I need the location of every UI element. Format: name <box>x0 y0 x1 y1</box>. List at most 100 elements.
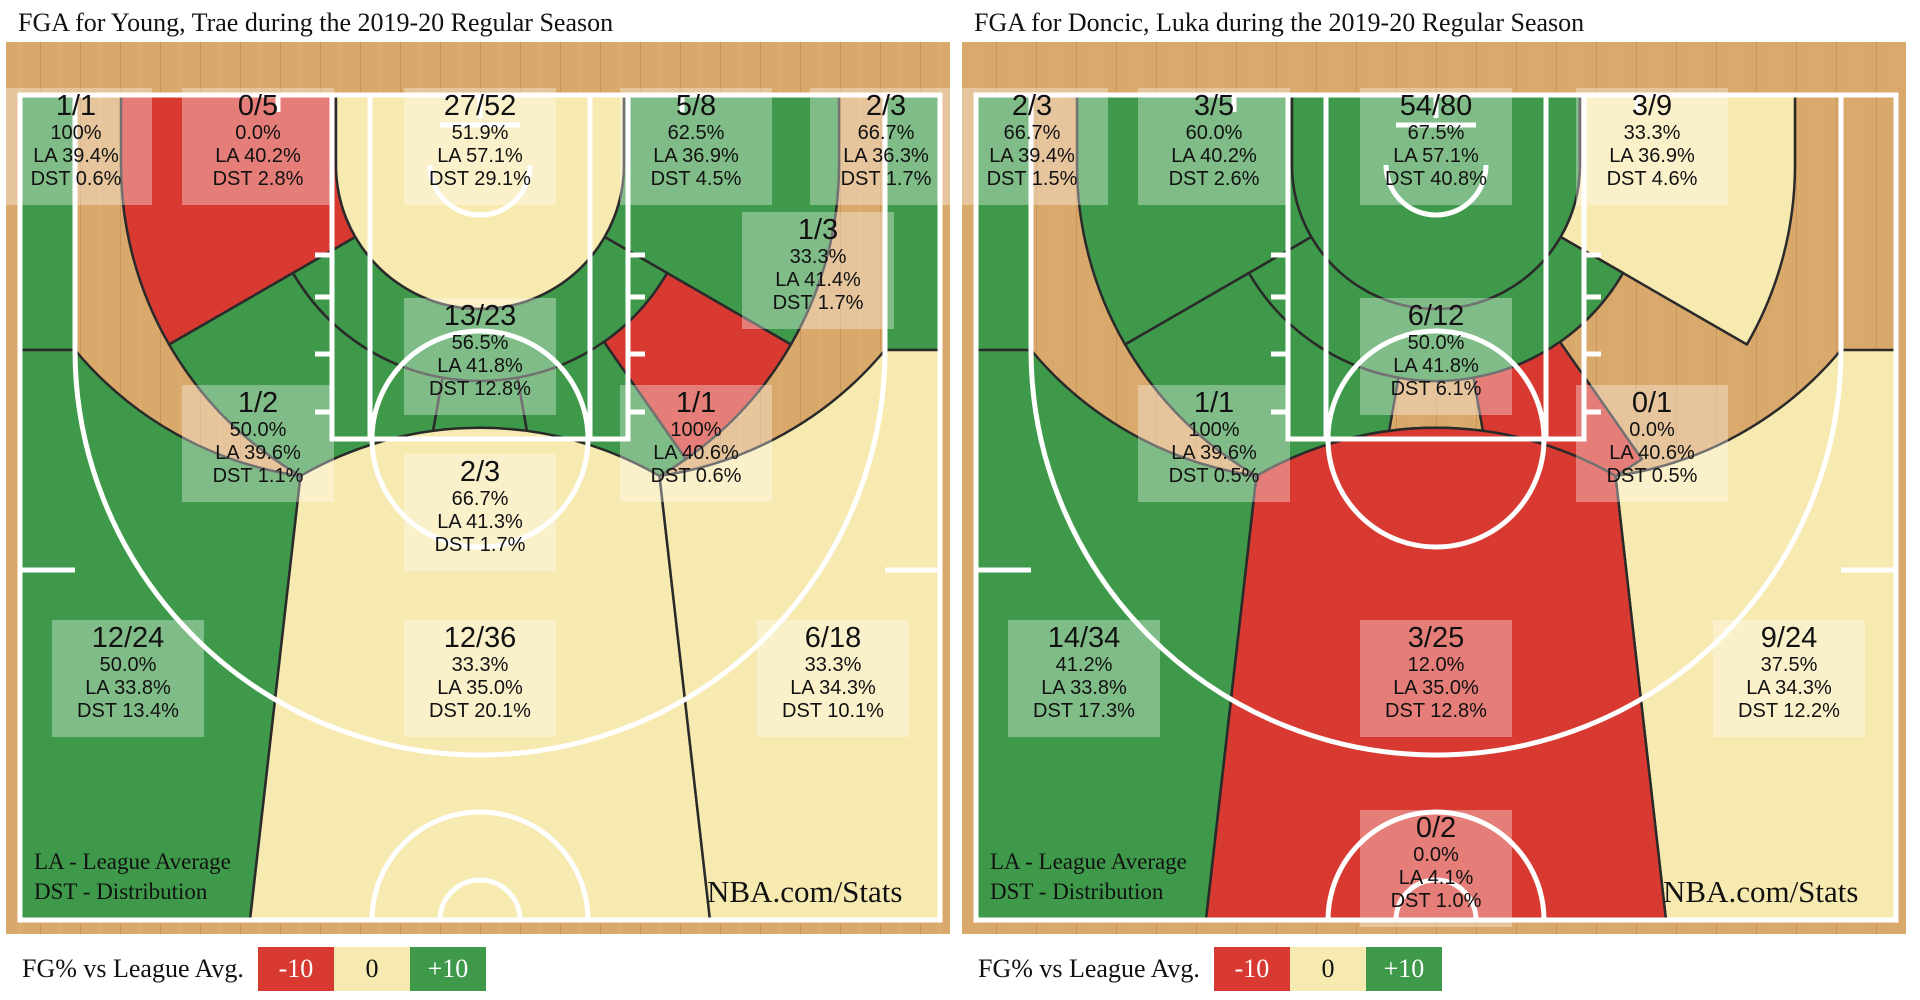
zone-distribution: DST 20.1% <box>429 700 531 722</box>
scale-high: +10 <box>1365 947 1442 991</box>
zone-league-avg: LA 33.8% <box>85 677 171 699</box>
zone-label-left-corner-three: 1/1 100% LA 39.4% DST 0.6% <box>0 88 152 205</box>
zone-label-top-three: 3/25 12.0% LA 35.0% DST 12.8% <box>1360 620 1512 737</box>
color-scale: FG% vs League Avg. -10 0 +10 <box>22 944 486 994</box>
zone-fg-pct: 50.0% <box>99 654 157 676</box>
scale-label: FG% vs League Avg. <box>22 954 244 983</box>
zone-distribution: DST 12.8% <box>429 378 531 400</box>
zone-distribution: DST 2.8% <box>212 168 304 190</box>
zone-fg-pct: 33.3% <box>1623 122 1681 144</box>
zone-fg-pct: 100% <box>670 419 722 441</box>
zone-fg-pct: 33.3% <box>789 246 847 268</box>
zone-label-top-three: 12/36 33.3% LA 35.0% DST 20.1% <box>404 620 556 737</box>
zone-league-avg: LA 36.3% <box>843 145 929 167</box>
zone-fg-pct: 0.0% <box>1413 844 1459 866</box>
zone-right-baseline-mid <box>1559 93 1843 346</box>
zone-label-paint-non-ra: 6/12 50.0% LA 41.8% DST 6.1% <box>1360 298 1512 415</box>
zone-fg-pct: 51.9% <box>451 122 509 144</box>
zone-fg-pct: 62.5% <box>667 122 725 144</box>
zone-league-avg: LA 33.8% <box>1041 677 1127 699</box>
zone-label-left-wing-three: 14/34 41.2% LA 33.8% DST 17.3% <box>1008 620 1160 737</box>
zone-fg: 14/34 <box>1047 622 1121 654</box>
zone-league-avg: LA 40.2% <box>215 145 301 167</box>
court-lines <box>17 92 943 923</box>
zone-distribution: DST 0.6% <box>650 465 742 487</box>
legend-note: LA - League Average DST - Distribution <box>34 847 231 907</box>
zone-league-avg: LA 34.3% <box>790 677 876 699</box>
zone-fg-pct: 66.7% <box>1003 122 1061 144</box>
zone-fg-pct: 100% <box>50 122 102 144</box>
zone-label-left-wing-mid: 1/2 50.0% LA 39.6% DST 1.1% <box>182 385 334 502</box>
zone-league-avg: LA 39.6% <box>1171 442 1257 464</box>
zone-fg-pct: 33.3% <box>451 654 509 676</box>
zone-fg: 9/24 <box>1760 622 1818 654</box>
scale-low: -10 <box>257 947 334 991</box>
zone-distribution: DST 6.1% <box>1390 378 1482 400</box>
zone-league-avg: LA 41.8% <box>437 355 523 377</box>
zone-league-avg: LA 57.1% <box>437 145 523 167</box>
zone-fg: 3/5 <box>1193 90 1235 122</box>
zone-distribution: DST 1.1% <box>212 465 304 487</box>
zone-label-right-elbow-mid: 1/3 33.3% LA 41.4% DST 1.7% <box>742 212 894 329</box>
color-scale: FG% vs League Avg. -10 0 +10 <box>978 944 1442 994</box>
zone-fg-pct: 0.0% <box>235 122 281 144</box>
zone-distribution: DST 1.0% <box>1390 890 1482 912</box>
scale-high: +10 <box>409 947 486 991</box>
zone-fg: 1/2 <box>237 387 279 419</box>
scale-low: -10 <box>1213 947 1290 991</box>
zone-right-baseline-mid <box>603 93 887 346</box>
zone-label-right-wing-mid: 1/1 100% LA 40.6% DST 0.6% <box>620 385 772 502</box>
legend-note-dst: DST - Distribution <box>990 879 1164 904</box>
zone-fg: 6/18 <box>804 622 862 654</box>
zone-label-right-baseline-mid: 3/9 33.3% LA 36.9% DST 4.6% <box>1576 88 1728 205</box>
zone-distribution: DST 1.5% <box>986 168 1078 190</box>
zone-label-right-corner-three: 2/3 66.7% LA 36.3% DST 1.7% <box>810 88 962 205</box>
legend-note-la: LA - League Average <box>990 849 1187 874</box>
zone-fg: 0/5 <box>237 90 279 122</box>
zone-distribution: DST 0.5% <box>1606 465 1698 487</box>
zone-league-avg: LA 39.6% <box>215 442 301 464</box>
scale-label: FG% vs League Avg. <box>978 954 1200 983</box>
zone-league-avg: LA 39.4% <box>989 145 1075 167</box>
zone-fg: 1/1 <box>1193 387 1235 419</box>
chart-title: FGA for Young, Trae during the 2019-20 R… <box>18 8 614 37</box>
zone-fg: 3/25 <box>1407 622 1465 654</box>
zone-fg: 12/24 <box>91 622 165 654</box>
zone-distribution: DST 1.7% <box>840 168 932 190</box>
zone-label-left-baseline-mid: 0/5 0.0% LA 40.2% DST 2.8% <box>182 88 334 205</box>
zone-fg: 1/1 <box>55 90 97 122</box>
zone-right-wing-three <box>658 348 942 922</box>
zone-label-left-wing-mid: 1/1 100% LA 39.6% DST 0.5% <box>1138 385 1290 502</box>
zone-league-avg: LA 41.3% <box>437 511 523 533</box>
zone-label-left-baseline-mid: 3/5 60.0% LA 40.2% DST 2.6% <box>1138 88 1290 205</box>
zone-league-avg: LA 40.2% <box>1171 145 1257 167</box>
zone-fg-pct: 33.3% <box>804 654 862 676</box>
zone-fg: 13/23 <box>443 300 517 332</box>
zone-fg-pct: 37.5% <box>1760 654 1818 676</box>
zone-fg-pct: 56.5% <box>451 332 509 354</box>
zone-distribution: DST 1.7% <box>434 534 526 556</box>
zone-label-restricted-area: 54/80 67.5% LA 57.1% DST 40.8% <box>1360 88 1512 205</box>
zone-label-backcourt: 0/2 0.0% LA 4.1% DST 1.0% <box>1360 810 1512 927</box>
zone-fg: 2/3 <box>865 90 907 122</box>
legend-note: LA - League Average DST - Distribution <box>990 847 1187 907</box>
court-svg <box>6 42 950 934</box>
zone-distribution: DST 4.5% <box>650 168 742 190</box>
zone-fg-pct: 66.7% <box>451 488 509 510</box>
shot-chart-panel-young: FGA for Young, Trae during the 2019-20 R… <box>0 0 962 1000</box>
zone-distribution: DST 0.6% <box>30 168 122 190</box>
zone-fg-pct: 67.5% <box>1407 122 1465 144</box>
zone-league-avg: LA 40.6% <box>653 442 739 464</box>
watermark: NBA.com/Stats <box>1663 874 1859 909</box>
zone-fg: 3/9 <box>1631 90 1673 122</box>
zone-distribution: DST 4.6% <box>1606 168 1698 190</box>
zone-label-right-wing-three: 9/24 37.5% LA 34.3% DST 12.2% <box>1713 620 1865 737</box>
zone-fg-pct: 100% <box>1188 419 1240 441</box>
zone-fg: 12/36 <box>443 622 517 654</box>
zone-distribution: DST 1.7% <box>772 292 864 314</box>
court-lines <box>973 92 1899 923</box>
zone-league-avg: LA 41.4% <box>775 269 861 291</box>
court-svg <box>962 42 1906 934</box>
zone-distribution: DST 40.8% <box>1385 168 1487 190</box>
zone-fg: 6/12 <box>1407 300 1465 332</box>
